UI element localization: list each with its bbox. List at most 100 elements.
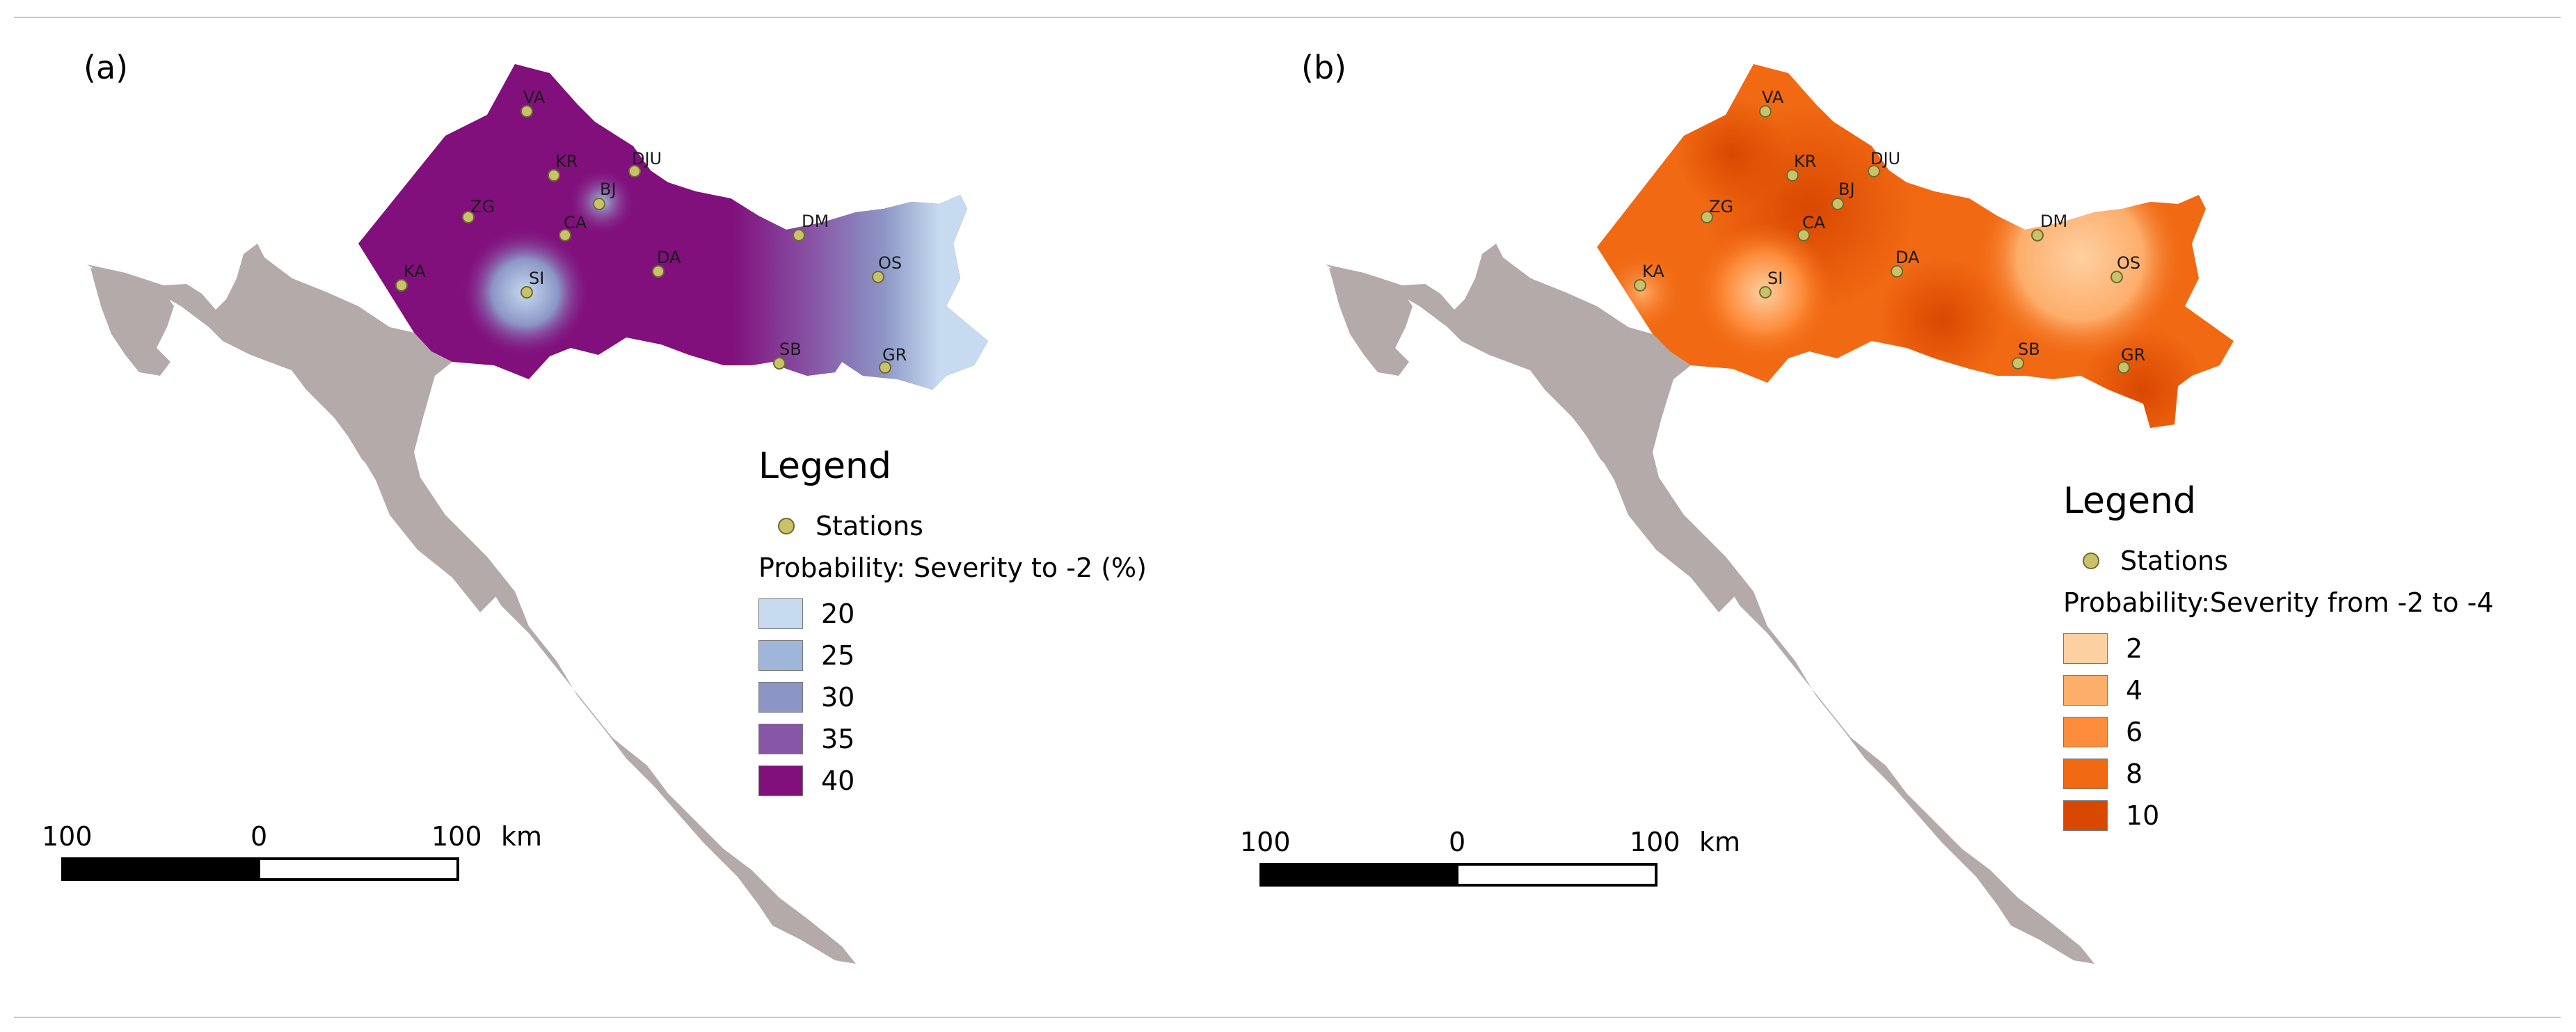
legend-class: 20: [758, 593, 1147, 635]
legend-class-label: 30: [821, 682, 855, 713]
svg-text:SI: SI: [1767, 269, 1783, 288]
station-ca: CA: [559, 213, 587, 241]
station-sb: SB: [773, 340, 802, 370]
legend-swatch: [758, 598, 803, 629]
legend-class-label: 8: [2126, 759, 2143, 789]
legend-swatch: [2063, 800, 2108, 831]
svg-text:BJ: BJ: [600, 180, 617, 199]
svg-text:KA: KA: [1642, 262, 1664, 281]
svg-text:DM: DM: [802, 212, 829, 231]
scale-label-left: 100: [42, 821, 93, 852]
legend-swatch: [2063, 717, 2108, 747]
map-panel-a: (a): [0, 0, 1266, 1032]
land-istria: [90, 268, 174, 376]
station-ka: KA: [395, 262, 426, 292]
svg-text:KR: KR: [1794, 152, 1816, 171]
scale-bar-graphic: [1259, 863, 1657, 887]
legend-variable: Probability:Severity from -2 to -4 (%): [2063, 587, 2494, 660]
svg-text:CA: CA: [1802, 213, 1826, 232]
scale-label-right: 100: [1630, 827, 1680, 857]
svg-text:GR: GR: [2121, 345, 2145, 365]
svg-text:DM: DM: [2040, 212, 2067, 231]
legend-class: 25: [758, 635, 1147, 676]
legend-variable: Probability: Severity to -2 (%): [758, 553, 1147, 583]
legend-title: Legend: [2063, 480, 2197, 522]
stations-a: VA KR DJU BJ ZG CA DM KA SI DA OS SB GR: [395, 88, 907, 374]
legend-class: 8: [2063, 753, 2512, 795]
svg-text:KR: KR: [555, 152, 578, 171]
svg-text:CA: CA: [564, 213, 587, 232]
legend-class: 6: [2063, 711, 2512, 753]
legend-class: 2: [2063, 628, 2512, 669]
probability-surface-a: [358, 64, 988, 390]
map-croatia-b: VA KR DJU BJ ZG CA DM KA SI DA OS SB GR: [1326, 64, 2234, 964]
panel-label: (a): [84, 49, 129, 86]
station-kr: KR: [548, 152, 578, 182]
svg-text:ZG: ZG: [470, 197, 495, 216]
svg-text:GR: GR: [882, 345, 907, 365]
svg-text:VA: VA: [523, 88, 546, 107]
legend-swatch: [2063, 675, 2108, 706]
svg-text:DJU: DJU: [1870, 149, 1900, 168]
scale-bar-b: 100 0 100 km: [1240, 827, 1740, 887]
station-va: VA: [1759, 88, 1784, 118]
station-symbol: [2083, 553, 2099, 569]
svg-text:SB: SB: [779, 340, 802, 359]
svg-text:SI: SI: [529, 269, 544, 288]
svg-text:DJU: DJU: [632, 149, 662, 168]
legend-class-label: 6: [2126, 717, 2143, 747]
scale-unit: km: [501, 821, 543, 852]
legend-title: Legend: [758, 445, 892, 487]
scale-unit: km: [1699, 827, 1741, 857]
legend-class: 35: [758, 718, 1147, 760]
station-si: SI: [520, 269, 544, 299]
svg-text:ZG: ZG: [1709, 197, 1733, 216]
legend-class-label: 2: [2126, 633, 2143, 664]
map-panel-b: (b): [1240, 0, 2512, 1032]
legend-stations-label: Stations: [816, 511, 923, 541]
legend-swatch: [758, 724, 803, 754]
station-dm: DM: [793, 212, 829, 241]
svg-text:DA: DA: [657, 248, 681, 267]
legend-swatch: [2063, 633, 2108, 664]
scale-bar-graphic: [61, 857, 459, 881]
legend-stations: Stations: [758, 505, 1147, 547]
station-si: SI: [1759, 269, 1783, 299]
legend-class-label: 20: [821, 598, 855, 629]
legend-class-label: 25: [821, 640, 855, 671]
station-symbol: [778, 518, 795, 534]
station-dju: DJU: [1868, 149, 1900, 177]
scale-bar-a: 100 0 100 km: [42, 821, 542, 881]
map-croatia-a: VA KR DJU BJ ZG CA DM KA SI DA OS SB GR: [87, 64, 988, 964]
figure-frame: [14, 17, 2561, 1018]
legend-class: 4: [2063, 669, 2512, 711]
station-kr: KR: [1786, 152, 1816, 182]
svg-text:VA: VA: [1762, 88, 1784, 107]
legend-swatch: [758, 765, 803, 796]
legend-class: 10: [2063, 795, 2512, 836]
svg-text:BJ: BJ: [1838, 180, 1855, 199]
legend-class-label: 40: [821, 765, 855, 796]
legend-swatch: [758, 682, 803, 713]
station-dm: DM: [2031, 212, 2067, 241]
legend-class-label: 10: [2126, 800, 2160, 831]
station-va: VA: [520, 88, 546, 118]
land-velebit: [1475, 257, 1740, 612]
station-sb: SB: [2012, 340, 2040, 370]
svg-text:SB: SB: [2018, 340, 2040, 359]
station-dju: DJU: [628, 149, 662, 177]
scale-label-right: 100: [431, 821, 482, 852]
probability-surface-b: [1597, 64, 2234, 428]
legend-class-label: 35: [821, 724, 855, 754]
legend-swatch: [2063, 759, 2108, 789]
legend-class: 40: [758, 760, 1147, 802]
land-istria: [1329, 268, 1413, 376]
station-da: DA: [1891, 248, 1920, 278]
stations-b: VA KR DJU BJ ZG CA DM KA SI DA OS SB GR: [1634, 88, 2145, 374]
legend-class-label: 4: [2126, 675, 2143, 706]
station-os: OS: [2110, 253, 2140, 283]
station-gr: GR: [879, 345, 907, 374]
legend-class: 30: [758, 676, 1147, 718]
station-da: DA: [652, 248, 681, 278]
station-bj: BJ: [593, 180, 617, 210]
